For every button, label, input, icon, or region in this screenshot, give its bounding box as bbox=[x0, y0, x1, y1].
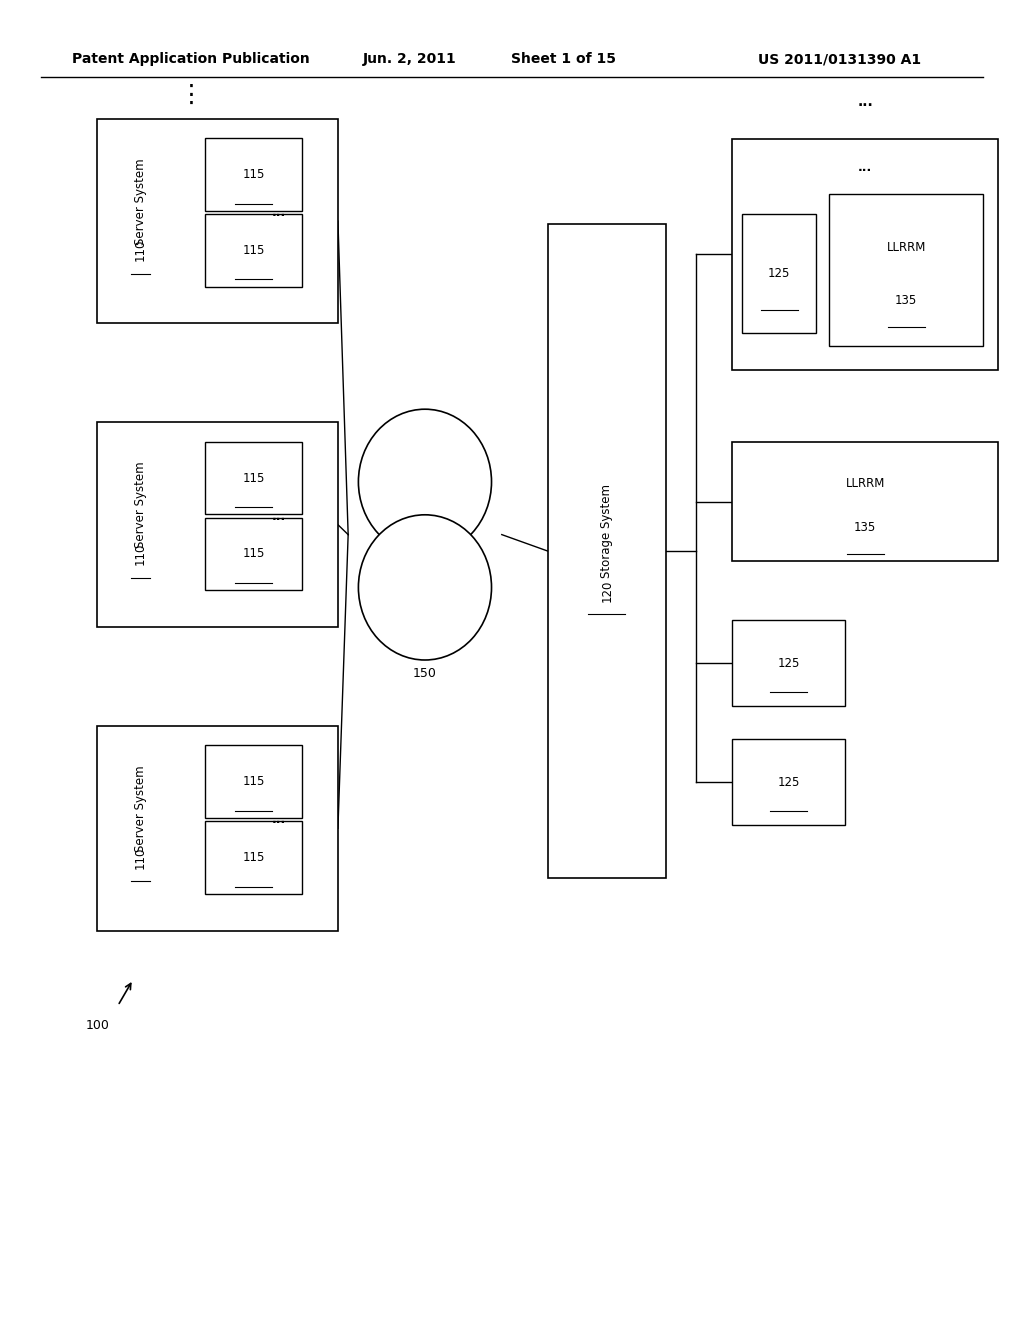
Text: 135: 135 bbox=[895, 294, 918, 306]
Text: ⋮: ⋮ bbox=[179, 83, 204, 107]
Text: 125: 125 bbox=[777, 657, 800, 669]
Bar bbox=[205, 214, 302, 286]
Text: LLRRM: LLRRM bbox=[846, 478, 885, 490]
Bar bbox=[732, 442, 998, 561]
Bar bbox=[548, 224, 666, 878]
Bar bbox=[205, 139, 302, 211]
Text: Server System: Server System bbox=[134, 462, 146, 548]
Text: 110: 110 bbox=[134, 543, 146, 565]
Text: 115: 115 bbox=[243, 471, 264, 484]
Text: Server System: Server System bbox=[134, 766, 146, 851]
Text: 120: 120 bbox=[600, 579, 613, 602]
Bar bbox=[732, 620, 845, 706]
Text: 125: 125 bbox=[768, 267, 791, 280]
Text: ...: ... bbox=[858, 161, 872, 174]
Text: 100: 100 bbox=[85, 1019, 110, 1032]
Text: 115: 115 bbox=[243, 775, 264, 788]
Text: US 2011/0131390 A1: US 2011/0131390 A1 bbox=[758, 53, 922, 66]
Ellipse shape bbox=[358, 515, 492, 660]
Bar bbox=[732, 739, 845, 825]
Text: Server System: Server System bbox=[134, 158, 146, 244]
Text: FIG. 1: FIG. 1 bbox=[865, 280, 937, 301]
Text: 135: 135 bbox=[854, 521, 877, 535]
Text: 150: 150 bbox=[413, 667, 437, 680]
Text: 110: 110 bbox=[134, 846, 146, 869]
Text: ...: ... bbox=[272, 510, 286, 523]
Bar bbox=[205, 746, 302, 818]
Text: Sheet 1 of 15: Sheet 1 of 15 bbox=[511, 53, 615, 66]
Bar bbox=[97, 119, 338, 323]
Text: Patent Application Publication: Patent Application Publication bbox=[72, 53, 309, 66]
Text: 125: 125 bbox=[777, 776, 800, 788]
Bar bbox=[205, 517, 302, 590]
Text: 115: 115 bbox=[243, 851, 264, 865]
Bar bbox=[205, 442, 302, 515]
Bar bbox=[205, 821, 302, 894]
Text: 110: 110 bbox=[134, 239, 146, 261]
Text: Storage System: Storage System bbox=[600, 484, 613, 578]
Bar bbox=[732, 139, 998, 370]
Text: ...: ... bbox=[272, 813, 286, 826]
Text: Jun. 2, 2011: Jun. 2, 2011 bbox=[362, 53, 457, 66]
Bar bbox=[97, 726, 338, 931]
Text: ...: ... bbox=[272, 206, 286, 219]
Bar bbox=[742, 214, 816, 333]
Text: LLRRM: LLRRM bbox=[887, 240, 926, 253]
Ellipse shape bbox=[358, 409, 492, 554]
Text: ...: ... bbox=[857, 95, 873, 108]
Text: 115: 115 bbox=[243, 168, 264, 181]
Text: 115: 115 bbox=[243, 548, 264, 561]
Bar bbox=[97, 422, 338, 627]
Bar bbox=[829, 194, 983, 346]
Text: 115: 115 bbox=[243, 244, 264, 257]
